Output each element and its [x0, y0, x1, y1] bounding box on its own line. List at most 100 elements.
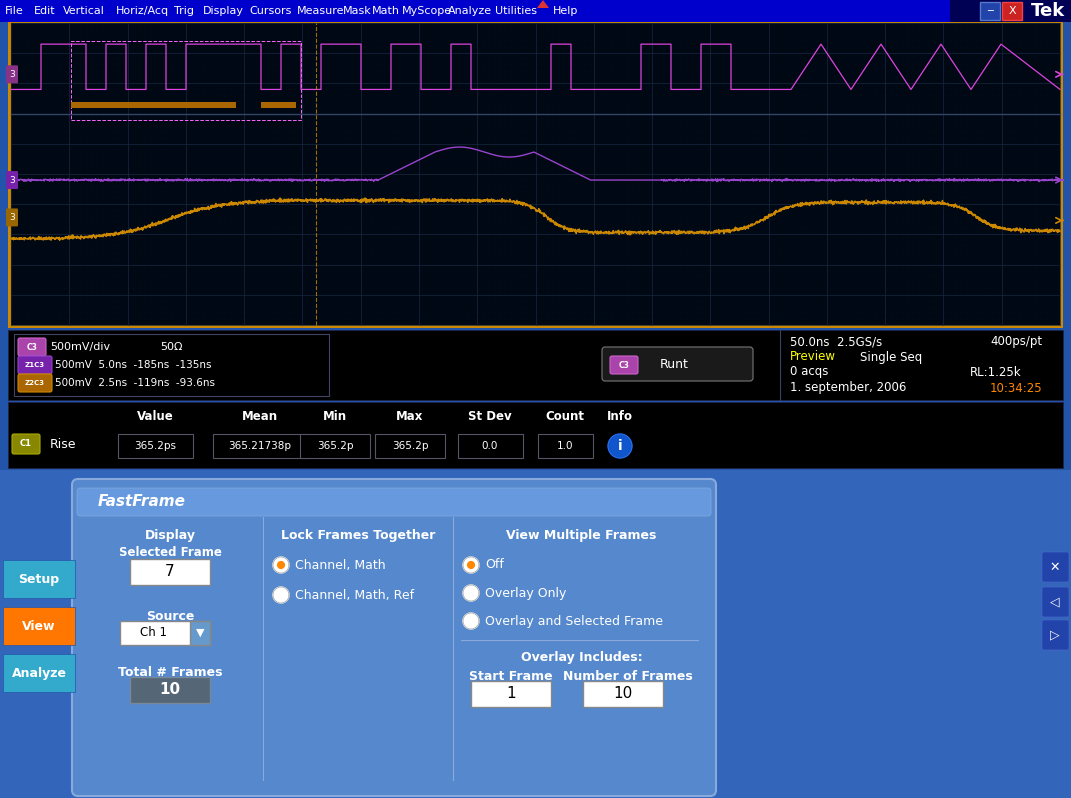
Bar	[3, 654, 75, 692]
FancyBboxPatch shape	[1042, 552, 1069, 582]
Polygon shape	[273, 587, 289, 603]
Polygon shape	[608, 434, 632, 458]
Polygon shape	[537, 0, 549, 8]
Text: Overlay and Selected Frame: Overlay and Selected Frame	[485, 614, 663, 627]
Bar	[7, 402, 1064, 468]
Text: Info: Info	[607, 409, 633, 422]
Bar	[14, 334, 329, 396]
Text: Channel, Math, Ref: Channel, Math, Ref	[295, 588, 414, 602]
Text: 500mV  2.5ns  -119ns  -93.6ns: 500mV 2.5ns -119ns -93.6ns	[55, 378, 215, 388]
Text: Display: Display	[145, 528, 196, 542]
Text: 500mV/div: 500mV/div	[50, 342, 110, 352]
Text: Measure: Measure	[297, 6, 344, 16]
Polygon shape	[468, 562, 474, 568]
FancyBboxPatch shape	[6, 208, 18, 227]
Text: 10: 10	[614, 686, 633, 701]
Text: 1. september, 2006: 1. september, 2006	[790, 381, 906, 394]
Polygon shape	[463, 613, 479, 629]
Text: Trig: Trig	[174, 6, 194, 16]
Text: Horiz/Acq: Horiz/Acq	[116, 6, 169, 16]
Bar	[375, 434, 444, 458]
Text: ─: ─	[987, 6, 993, 16]
Text: Min: Min	[323, 409, 347, 422]
Text: 10:34:25: 10:34:25	[990, 381, 1043, 394]
Bar	[1002, 2, 1022, 20]
FancyBboxPatch shape	[18, 374, 52, 392]
Text: Channel, Math: Channel, Math	[295, 559, 386, 571]
Text: 365.21738p: 365.21738p	[228, 441, 291, 451]
Bar	[71, 41, 301, 120]
Bar	[11, 23, 1060, 325]
Bar	[980, 2, 1000, 20]
Text: 50.0ns  2.5GS/s: 50.0ns 2.5GS/s	[790, 335, 883, 349]
Text: Utilities: Utilities	[495, 6, 537, 16]
Text: ◁: ◁	[1051, 595, 1060, 609]
Text: Off: Off	[485, 559, 503, 571]
Polygon shape	[273, 557, 289, 573]
FancyBboxPatch shape	[12, 434, 40, 454]
Text: X: X	[1008, 6, 1015, 16]
Bar	[458, 434, 523, 458]
Text: MyScope: MyScope	[402, 6, 452, 16]
Text: 3: 3	[10, 213, 15, 222]
Text: 365.2p: 365.2p	[317, 441, 353, 451]
Text: Count: Count	[545, 409, 585, 422]
Text: Max: Max	[396, 409, 424, 422]
Text: RL:1.25k: RL:1.25k	[970, 365, 1022, 378]
Bar	[120, 621, 210, 645]
Text: Mask: Mask	[343, 6, 372, 16]
FancyBboxPatch shape	[77, 488, 711, 516]
Text: ✕: ✕	[1050, 560, 1060, 574]
Text: Runt: Runt	[660, 358, 689, 372]
Text: Cursors: Cursors	[250, 6, 292, 16]
Text: C3: C3	[619, 361, 630, 369]
Text: Overlay Only: Overlay Only	[485, 587, 567, 599]
Text: Setup: Setup	[18, 572, 60, 586]
Bar	[7, 330, 1064, 400]
Text: Z2C3: Z2C3	[25, 380, 45, 386]
Polygon shape	[463, 585, 479, 601]
Polygon shape	[463, 557, 479, 573]
Text: Help: Help	[553, 6, 578, 16]
Bar	[0, 470, 1071, 798]
Text: Math: Math	[373, 6, 401, 16]
Text: Start Frame: Start Frame	[469, 670, 553, 684]
Text: Lock Frames Together: Lock Frames Together	[281, 528, 435, 542]
Bar	[583, 681, 663, 707]
Text: Analyze: Analyze	[12, 666, 66, 680]
Text: ▼: ▼	[196, 628, 205, 638]
FancyBboxPatch shape	[610, 356, 638, 374]
Text: Mean: Mean	[242, 409, 278, 422]
FancyBboxPatch shape	[602, 347, 753, 381]
Bar	[0, 0, 1071, 22]
Text: File: File	[5, 6, 24, 16]
Bar	[3, 560, 75, 598]
Text: St Dev: St Dev	[468, 409, 512, 422]
Bar	[213, 434, 308, 458]
Bar	[261, 101, 296, 108]
Bar	[71, 101, 236, 108]
FancyBboxPatch shape	[18, 338, 46, 356]
Text: View Multiple Frames: View Multiple Frames	[507, 528, 657, 542]
Text: 3: 3	[10, 70, 15, 79]
Text: 10: 10	[160, 682, 181, 697]
Text: 0 acqs: 0 acqs	[790, 365, 828, 378]
Text: 1.0: 1.0	[557, 441, 573, 451]
Text: Z1C3: Z1C3	[25, 362, 45, 368]
Bar	[7, 20, 1064, 328]
Text: Preview: Preview	[790, 350, 836, 364]
Bar	[950, 0, 1071, 22]
Text: Total # Frames: Total # Frames	[118, 666, 223, 680]
Text: Edit: Edit	[34, 6, 56, 16]
Bar	[471, 681, 550, 707]
Text: Display: Display	[203, 6, 244, 16]
Text: FastFrame: FastFrame	[99, 495, 186, 509]
FancyBboxPatch shape	[18, 356, 52, 374]
Text: 0.0: 0.0	[482, 441, 498, 451]
Bar	[3, 607, 75, 645]
Bar	[190, 621, 210, 645]
Text: Ch 1: Ch 1	[139, 626, 166, 639]
Text: 50Ω: 50Ω	[160, 342, 182, 352]
Text: C3: C3	[27, 342, 37, 351]
Text: 365.2ps: 365.2ps	[134, 441, 176, 451]
